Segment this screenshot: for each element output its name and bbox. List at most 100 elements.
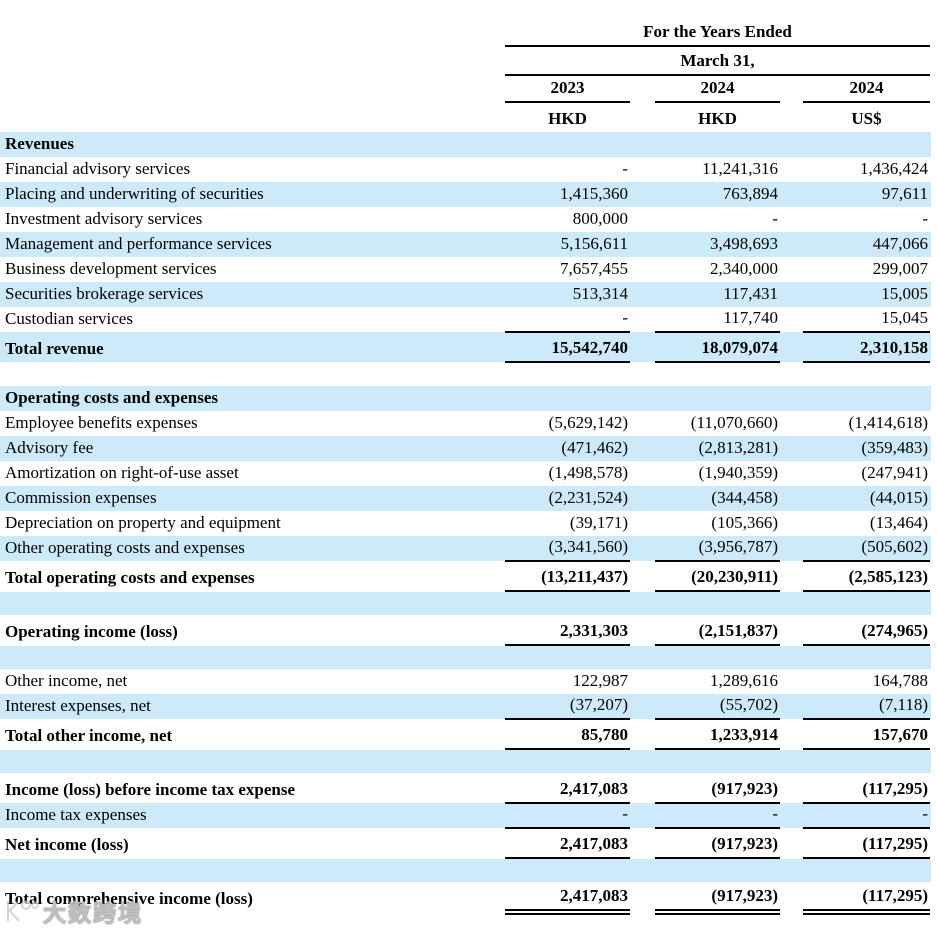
spacer-cell [780,615,803,645]
value-2024-usd: 157,670 [803,719,930,750]
spacer-cell [455,882,505,912]
value-2024-hkd: (2,813,281) [698,438,778,458]
spacer-cell [780,882,803,912]
spacer-cell [630,773,655,803]
value-2024-hkd: (20,230,911) [655,561,780,592]
spacer-cell [630,882,655,912]
header-empty-cell [0,20,455,46]
spacer-cell [780,694,803,719]
table-row: Other operating costs and expenses (3,341… [0,536,931,562]
spacer-cell [930,461,931,486]
header-year-row: 2023 2024 2024 [0,75,931,103]
value-2024-usd: 299,007 [872,259,928,279]
spacer-cell [780,232,803,257]
spacer-cell [455,694,505,719]
spacer-cell [455,386,505,411]
spacer-cell [455,511,505,536]
spacer-cell [630,182,655,207]
table-row: Placing and underwriting of securities 1,… [0,182,931,207]
spacer-cell [630,132,655,157]
row-label: Operating costs and expenses [5,388,218,408]
value-2024-hkd: (55,702) [655,694,780,720]
value-2024-hkd: (917,923) [655,882,780,915]
value-2024-usd: 15,005 [881,284,928,304]
spacer-cell [630,232,655,257]
value-2024-usd: 447,066 [872,234,928,254]
spacer-cell [630,615,655,645]
spacer-cell [930,536,931,561]
spacer-cell [930,694,931,719]
spacer-cell [930,182,931,207]
row-label: Revenues [5,134,74,154]
spacer-cell [930,436,931,461]
spacer-cell [455,803,505,828]
table-row: Operating costs and expenses [0,386,931,411]
value-2024-hkd: 3,498,693 [710,234,778,254]
spacer-cell [455,157,505,182]
spacer-cell [455,461,505,486]
spacer-cell [630,102,655,132]
row-label: Investment advisory services [5,209,203,229]
table-row: Advisory fee (471,462) (2,813,281) (359,483… [0,436,931,461]
spacer-cell [455,207,505,232]
row-label: Total operating costs and expenses [5,568,255,588]
spacer-row [0,591,931,615]
table-row: Interest expenses, net (37,207) (55,702) (7… [0,694,931,720]
spacer-cell [630,694,655,719]
row-label: Other operating costs and expenses [5,538,245,558]
value-2024-usd [803,386,930,411]
value-2024-usd: 1,436,424 [860,159,928,179]
row-label: Net income (loss) [5,835,129,855]
value-2024-hkd: (3,956,787) [655,536,780,562]
header-subtitle-row: March 31, [0,46,931,76]
spacer-cell [630,436,655,461]
spacer-cell [780,511,803,536]
value-2023-hkd: (2,231,524) [548,488,628,508]
row-label: Employee benefits expenses [5,413,198,433]
table-row: Financial advisory services - 11,241,316 1,… [0,157,931,182]
spacer-cell [455,561,505,591]
row-label: Income (loss) before income tax expense [5,780,296,800]
value-2024-hkd: (917,923) [655,773,780,804]
spacer-cell [455,75,505,102]
spacer-row [0,858,931,882]
spacer-cell [930,386,931,411]
table-row: Business development services 7,657,455 2,… [0,257,931,282]
spacer-cell [780,75,803,102]
value-2024-usd: (359,483) [861,438,928,458]
column-currency-2024-usd: US$ [851,109,882,129]
row-label: Financial advisory services [5,159,191,179]
value-2024-hkd: 117,740 [655,307,780,333]
spacer-cell [930,773,931,803]
value-2023-hkd: 2,417,083 [505,828,630,859]
spacer-cell [630,282,655,307]
spacer-cell [930,615,931,645]
spacer-cell [455,332,505,362]
spacer-cell [780,669,803,694]
header-empty-cell [0,102,455,132]
value-2023-hkd: (5,629,142) [548,413,628,433]
spacer-cell [630,207,655,232]
period-subtitle: March 31, [505,46,930,76]
table-row: Revenues [0,132,931,157]
header-empty-cell [0,75,455,102]
table-row: Income tax expenses - - - [0,803,931,829]
spacer-cell [780,307,803,332]
value-2023-hkd [505,386,630,411]
period-title: For the Years Ended [505,20,930,47]
value-2024-usd: 164,788 [872,671,928,691]
spacer-cell [455,536,505,561]
spacer-cell [780,386,803,411]
column-year-2023: 2023 [505,75,630,103]
table-row: Commission expenses (2,231,524) (344,458) (… [0,486,931,511]
value-2024-hkd: (105,366) [711,513,778,533]
value-2024-hkd: - [655,803,780,829]
value-2024-hkd: (344,458) [711,488,778,508]
spacer-cell [0,749,931,773]
spacer-cell [780,803,803,828]
value-2024-usd: 97,611 [881,184,928,204]
row-label: Operating income (loss) [5,622,178,642]
value-2023-hkd: 2,417,083 [505,882,630,915]
value-2024-usd: - [803,803,930,829]
value-2023-hkd: (39,171) [569,513,628,533]
